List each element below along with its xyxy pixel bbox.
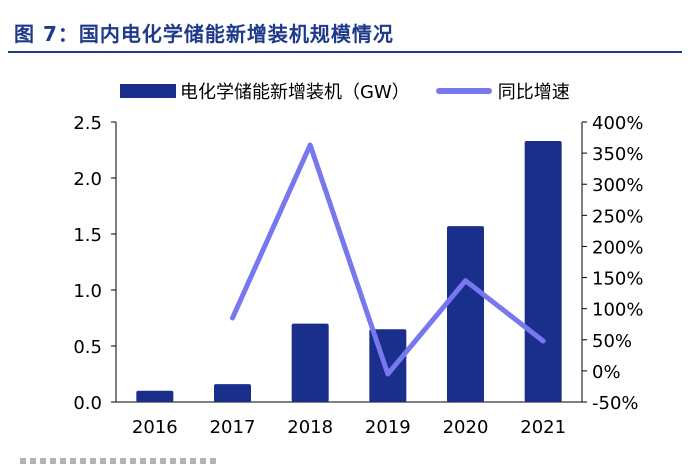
bar-2018 [291, 323, 329, 402]
legend-item-bars: 电化学储能新增装机（GW） [120, 78, 410, 104]
y-tick-label-left: 1.5 [73, 225, 102, 246]
x-tick-label: 2018 [287, 417, 333, 438]
bar-2021 [524, 141, 562, 403]
legend-item-line: 同比增速 [410, 78, 570, 104]
y-tick-label-right: 200% [592, 237, 643, 258]
x-tick-label: 2017 [210, 417, 256, 438]
title-bar: 图 7：国内电化学储能新增装机规模情况 [0, 0, 690, 53]
x-tick-label: 2019 [365, 417, 411, 438]
bar-2020 [447, 226, 484, 402]
y-tick-label-right: 150% [592, 269, 643, 290]
legend-bar-swatch [120, 84, 176, 98]
y-tick-label-left: 0.0 [73, 393, 102, 414]
y-tick-label-right: 250% [592, 206, 643, 227]
y-tick-label-left: 0.5 [73, 337, 102, 358]
x-tick-label: 2016 [132, 417, 178, 438]
bar-2016 [136, 390, 174, 402]
x-tick-label: 2021 [520, 417, 566, 438]
y-tick-label-left: 2.0 [73, 169, 102, 190]
y-tick-label-left: 1.0 [73, 281, 102, 302]
y-tick-label-right: 50% [592, 331, 632, 352]
y-tick-label-right: 400% [592, 113, 643, 134]
y-tick-label-right: 0% [592, 362, 621, 383]
title-divider [8, 51, 682, 53]
chart-title: 图 7：国内电化学储能新增装机规模情况 [14, 22, 394, 46]
y-tick-label-right: 350% [592, 144, 643, 165]
legend-line-swatch [435, 88, 492, 94]
legend-label-bars: 电化学储能新增装机（GW） [180, 82, 410, 103]
footer-fragment [20, 458, 220, 464]
y-tick-label-left: 2.5 [73, 113, 102, 134]
x-tick-label: 2020 [443, 417, 489, 438]
legend-label-line: 同比增速 [497, 82, 570, 103]
y-tick-label-right: 100% [592, 300, 643, 321]
chart-legend: 电化学储能新增装机（GW） 同比增速 [120, 79, 570, 103]
y-tick-label-right: -50% [592, 393, 639, 414]
y-tick-label-right: 300% [592, 175, 643, 196]
bar-2017 [214, 384, 251, 402]
